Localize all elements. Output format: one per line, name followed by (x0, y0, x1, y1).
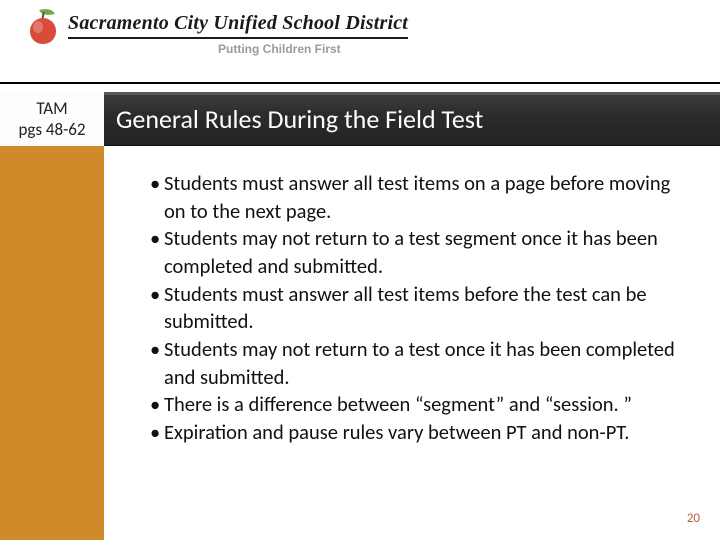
reference-line2: pgs 48-62 (18, 119, 85, 140)
orange-sidebar (0, 146, 104, 540)
title-band: General Rules During the Field Test (104, 92, 720, 146)
horizontal-rule (0, 82, 720, 84)
reference-line1: TAM (36, 98, 67, 119)
bullet-text: Expiration and pause rules vary between … (164, 419, 680, 447)
apple-body-icon (30, 18, 56, 44)
body-content: •Students must answer all test items on … (150, 170, 680, 447)
district-tagline: Putting Children First (218, 42, 408, 56)
district-text: Sacramento City Unified School District … (68, 6, 408, 56)
slide: Sacramento City Unified School District … (0, 0, 720, 540)
apple-icon (26, 6, 60, 46)
header: Sacramento City Unified School District … (0, 0, 720, 82)
list-item: •Students must answer all test items bef… (150, 281, 680, 336)
bullet-text: Students must answer all test items befo… (164, 281, 680, 336)
page-number: 20 (687, 511, 700, 526)
list-item: •Expiration and pause rules vary between… (150, 419, 680, 447)
bullet-dot-icon: • (150, 170, 164, 225)
bullet-dot-icon: • (150, 391, 164, 419)
bullet-dot-icon: • (150, 419, 164, 447)
bullet-list: •Students must answer all test items on … (150, 170, 680, 447)
bullet-text: Students may not return to a test segmen… (164, 225, 680, 280)
list-item: •Students may not return to a test once … (150, 336, 680, 391)
bullet-dot-icon: • (150, 225, 164, 280)
list-item: •There is a difference between “segment”… (150, 391, 680, 419)
district-name: Sacramento City Unified School District (68, 12, 408, 39)
slide-title: General Rules During the Field Test (116, 103, 483, 135)
list-item: •Students may not return to a test segme… (150, 225, 680, 280)
bullet-text: There is a difference between “segment” … (164, 391, 680, 419)
district-logo-block: Sacramento City Unified School District … (26, 6, 408, 56)
reference-box: TAM pgs 48-62 (0, 92, 104, 146)
bullet-text: Students may not return to a test once i… (164, 336, 680, 391)
bullet-text: Students must answer all test items on a… (164, 170, 680, 225)
bullet-dot-icon: • (150, 336, 164, 391)
list-item: •Students must answer all test items on … (150, 170, 680, 225)
bullet-dot-icon: • (150, 281, 164, 336)
